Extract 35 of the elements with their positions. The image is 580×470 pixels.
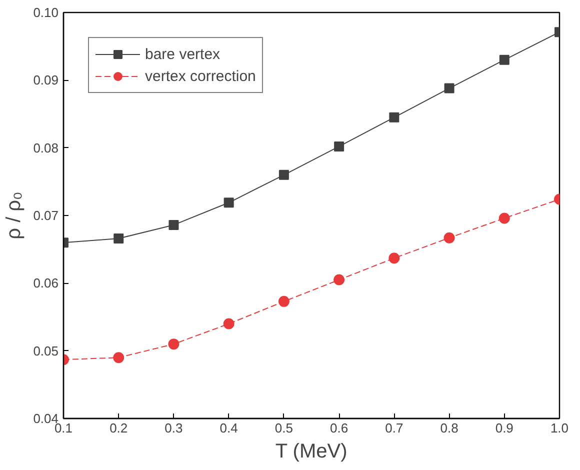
- point: [224, 198, 234, 208]
- x-tick-label: 0.9: [495, 420, 514, 436]
- point: [499, 54, 510, 65]
- legend-label: vertex correction: [145, 68, 256, 84]
- x-tick-label: 0.7: [385, 420, 404, 436]
- x-tick-label: 0.5: [274, 420, 293, 436]
- point: [168, 338, 180, 350]
- point: [278, 296, 290, 307]
- x-tick-label: 0.3: [164, 420, 183, 436]
- point: [334, 274, 345, 286]
- y-tick-label: 0.06: [33, 276, 59, 291]
- point: [114, 234, 124, 244]
- point: [388, 252, 400, 264]
- y-tick-label: 0.08: [33, 140, 59, 156]
- point: [334, 141, 344, 152]
- x-tick-label: 0.8: [440, 420, 458, 436]
- point: [278, 170, 289, 180]
- y-tick-label: 0.05: [33, 343, 59, 358]
- x-tick-label: 1.0: [550, 420, 569, 436]
- y-tick-label: 0.09: [33, 72, 59, 88]
- point: [389, 112, 400, 122]
- x-tick-label: 0.2: [110, 420, 128, 436]
- y-tick-label: 0.10: [33, 5, 59, 20]
- point: [444, 83, 454, 94]
- point: [113, 352, 124, 364]
- legend-label: bare vertex: [145, 46, 220, 62]
- point: [223, 318, 234, 330]
- y-axis-title: ρ / ρ₀: [3, 192, 26, 240]
- x-tick-label: 0.6: [330, 420, 348, 436]
- point: [444, 232, 455, 244]
- point: [498, 212, 510, 224]
- y-tick-label: 0.07: [33, 208, 59, 223]
- point: [168, 220, 179, 230]
- x-tick-label: 0.4: [220, 420, 238, 436]
- x-axis-title: T (MeV): [275, 440, 348, 462]
